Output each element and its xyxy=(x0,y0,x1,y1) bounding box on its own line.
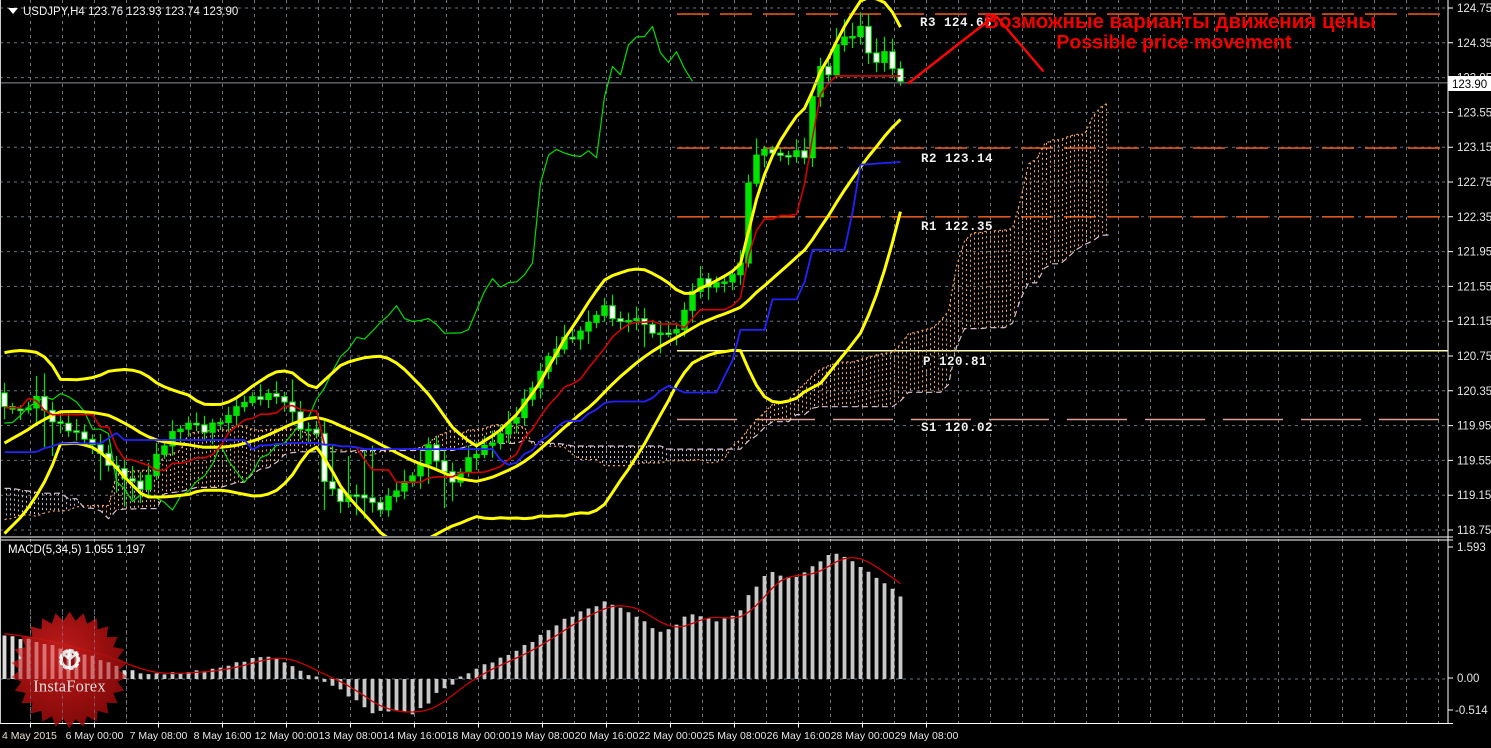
svg-text:119.15: 119.15 xyxy=(1457,490,1491,502)
svg-text:123.55: 123.55 xyxy=(1457,107,1491,119)
svg-text:6 May 00:00: 6 May 00:00 xyxy=(66,730,124,742)
svg-text:MACD(5,34,5) 1.055 1.197: MACD(5,34,5) 1.055 1.197 xyxy=(8,544,145,556)
svg-text:26 May 16:00: 26 May 16:00 xyxy=(767,730,831,742)
svg-text:121.95: 121.95 xyxy=(1457,247,1491,259)
svg-text:123.90: 123.90 xyxy=(1452,79,1487,91)
svg-text:120.75: 120.75 xyxy=(1457,351,1491,363)
svg-text:25 May 08:00: 25 May 08:00 xyxy=(703,730,767,742)
svg-text:USDJPY,H4 123.76 123.93 123.7: USDJPY,H4 123.76 123.93 123.74 123.90 xyxy=(23,6,238,18)
svg-text:22 May 00:00: 22 May 00:00 xyxy=(639,730,703,742)
svg-text:28 May 00:00: 28 May 00:00 xyxy=(831,730,895,742)
svg-text:R3 124.68: R3 124.68 xyxy=(920,16,992,30)
svg-text:119.95: 119.95 xyxy=(1457,421,1491,433)
svg-text:18 May 00:00: 18 May 00:00 xyxy=(447,730,511,742)
svg-text:0.00: 0.00 xyxy=(1457,673,1479,685)
svg-text:122.35: 122.35 xyxy=(1457,212,1491,224)
svg-text:-0.514: -0.514 xyxy=(1455,705,1488,717)
svg-text:7 May 08:00: 7 May 08:00 xyxy=(130,730,188,742)
svg-text:119.55: 119.55 xyxy=(1457,455,1491,467)
svg-text:120.35: 120.35 xyxy=(1457,386,1491,398)
svg-text:Possible price movement: Possible price movement xyxy=(1056,32,1292,54)
svg-text:InstaForex: InstaForex xyxy=(33,677,106,696)
svg-text:124.35: 124.35 xyxy=(1457,38,1491,50)
svg-text:1.593: 1.593 xyxy=(1457,542,1486,554)
svg-text:R2 123.14: R2 123.14 xyxy=(921,152,993,166)
svg-text:123.15: 123.15 xyxy=(1457,142,1491,154)
svg-text:13 May 08:00: 13 May 08:00 xyxy=(319,730,383,742)
svg-text:121.15: 121.15 xyxy=(1457,316,1491,328)
svg-text:4 May 2015: 4 May 2015 xyxy=(2,730,57,742)
svg-text:122.75: 122.75 xyxy=(1457,177,1491,189)
svg-text:S1 120.02: S1 120.02 xyxy=(921,421,993,435)
svg-text:R1 122.35: R1 122.35 xyxy=(921,220,993,234)
svg-text:29 May 08:00: 29 May 08:00 xyxy=(895,730,959,742)
svg-text:14 May 16:00: 14 May 16:00 xyxy=(383,730,447,742)
svg-text:124.75: 124.75 xyxy=(1457,3,1491,15)
svg-text:20 May 16:00: 20 May 16:00 xyxy=(575,730,639,742)
svg-text:12 May 00:00: 12 May 00:00 xyxy=(255,730,319,742)
svg-text:121.55: 121.55 xyxy=(1457,281,1491,293)
svg-text:Возможные варианты движения це: Возможные варианты движения цены xyxy=(984,10,1376,33)
svg-text:P 120.81: P 120.81 xyxy=(923,355,987,369)
svg-text:19 May 08:00: 19 May 08:00 xyxy=(511,730,575,742)
svg-text:8 May 16:00: 8 May 16:00 xyxy=(194,730,252,742)
svg-text:118.75: 118.75 xyxy=(1457,525,1491,537)
